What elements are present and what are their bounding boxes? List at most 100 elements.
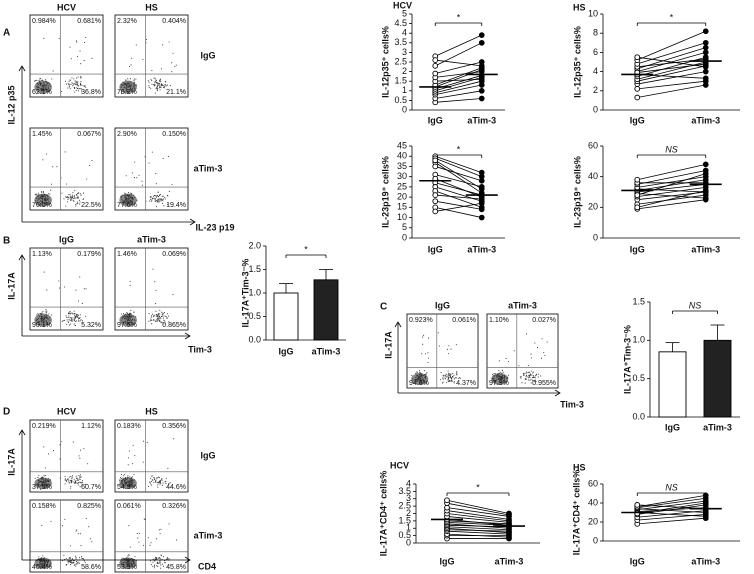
event-dot [43, 487, 45, 489]
event-dot [48, 82, 50, 84]
event-dot [88, 526, 90, 528]
data-point [506, 510, 512, 517]
y-tick-label: 60 [588, 478, 598, 488]
event-dot [79, 478, 81, 480]
event-dot [70, 561, 72, 564]
event-dot [84, 315, 87, 317]
event-dot [80, 84, 82, 86]
event-dot [519, 376, 521, 378]
event-dot [68, 318, 70, 320]
event-dot [493, 373, 495, 375]
event-dot [41, 524, 43, 526]
event-dot [142, 58, 144, 61]
event-dot [76, 41, 78, 43]
event-dot [41, 88, 43, 90]
event-dot [129, 86, 131, 88]
event-dot [41, 565, 43, 568]
event-dot [158, 320, 160, 322]
event-dot [64, 479, 66, 481]
event-dot [129, 81, 131, 83]
event-dot [77, 478, 79, 480]
event-dot [132, 482, 134, 484]
y-tick-label: 0 [406, 537, 411, 547]
event-dot [126, 202, 128, 204]
event-dot [169, 482, 171, 484]
event-dot [416, 380, 418, 382]
event-dot [79, 481, 81, 483]
event-dot [445, 381, 448, 383]
event-dot [149, 196, 152, 198]
event-dot [158, 480, 161, 482]
event-dot [134, 196, 136, 199]
event-dot [70, 475, 72, 478]
event-dot [38, 318, 40, 320]
y-tick-label: 0.0 [248, 334, 261, 344]
event-dot [157, 484, 159, 486]
event-dot [422, 383, 424, 385]
event-dot [41, 482, 43, 484]
event-dot [131, 463, 133, 465]
pair-line [637, 42, 706, 65]
pair-line [446, 499, 510, 514]
pair-line [637, 164, 706, 181]
event-dot [131, 320, 133, 322]
event-dot [44, 324, 46, 326]
event-dot [131, 480, 133, 482]
event-dot [142, 440, 144, 442]
event-dot [500, 378, 502, 380]
event-dot [127, 315, 129, 317]
event-dot [85, 517, 87, 520]
event-dot [35, 200, 37, 202]
event-dot [130, 561, 132, 563]
event-dot [157, 476, 159, 478]
event-dot [125, 175, 127, 177]
event-dot [83, 41, 86, 44]
event-dot [133, 479, 135, 481]
event-dot [418, 371, 421, 373]
event-dot [159, 562, 161, 564]
event-dot [42, 476, 44, 478]
event-dot [122, 562, 124, 564]
event-dot [134, 88, 136, 90]
event-dot [67, 316, 69, 319]
event-dot [75, 194, 77, 196]
x-tick-label: aTim-3 [691, 556, 720, 566]
event-dot [152, 319, 154, 321]
event-dot [45, 203, 47, 205]
arrow-head [184, 332, 191, 340]
event-dot [50, 85, 52, 87]
y-tick-label: 3.5 [394, 37, 407, 47]
event-dot [123, 91, 125, 93]
x-tick-label: IgG [665, 422, 680, 432]
event-dot [45, 87, 47, 89]
column-header: IgG [435, 300, 450, 310]
data-point [702, 68, 709, 75]
y-tick-label: 15 [397, 202, 407, 212]
data-point [702, 500, 709, 506]
event-dot [74, 91, 76, 93]
event-dot [129, 316, 131, 318]
data-point [634, 54, 641, 61]
event-dot [164, 85, 166, 87]
event-dot [44, 562, 46, 564]
quadrant-percent: 94.6% [409, 380, 429, 387]
event-dot [157, 83, 159, 85]
event-dot [126, 89, 128, 91]
pair-line [637, 84, 706, 98]
event-dot [150, 315, 152, 317]
pair-line [435, 42, 482, 67]
event-dot [130, 195, 132, 197]
event-dot [71, 194, 73, 196]
event-dot [168, 41, 170, 43]
event-dot [164, 198, 166, 200]
event-dot [73, 317, 75, 319]
pair-line [637, 30, 706, 61]
event-dot [133, 311, 135, 313]
event-dot [123, 315, 125, 317]
event-dot [123, 321, 125, 323]
event-dot [67, 562, 69, 564]
event-dot [37, 86, 39, 88]
event-dot [40, 488, 42, 491]
bar [658, 351, 687, 418]
event-dot [125, 197, 127, 199]
